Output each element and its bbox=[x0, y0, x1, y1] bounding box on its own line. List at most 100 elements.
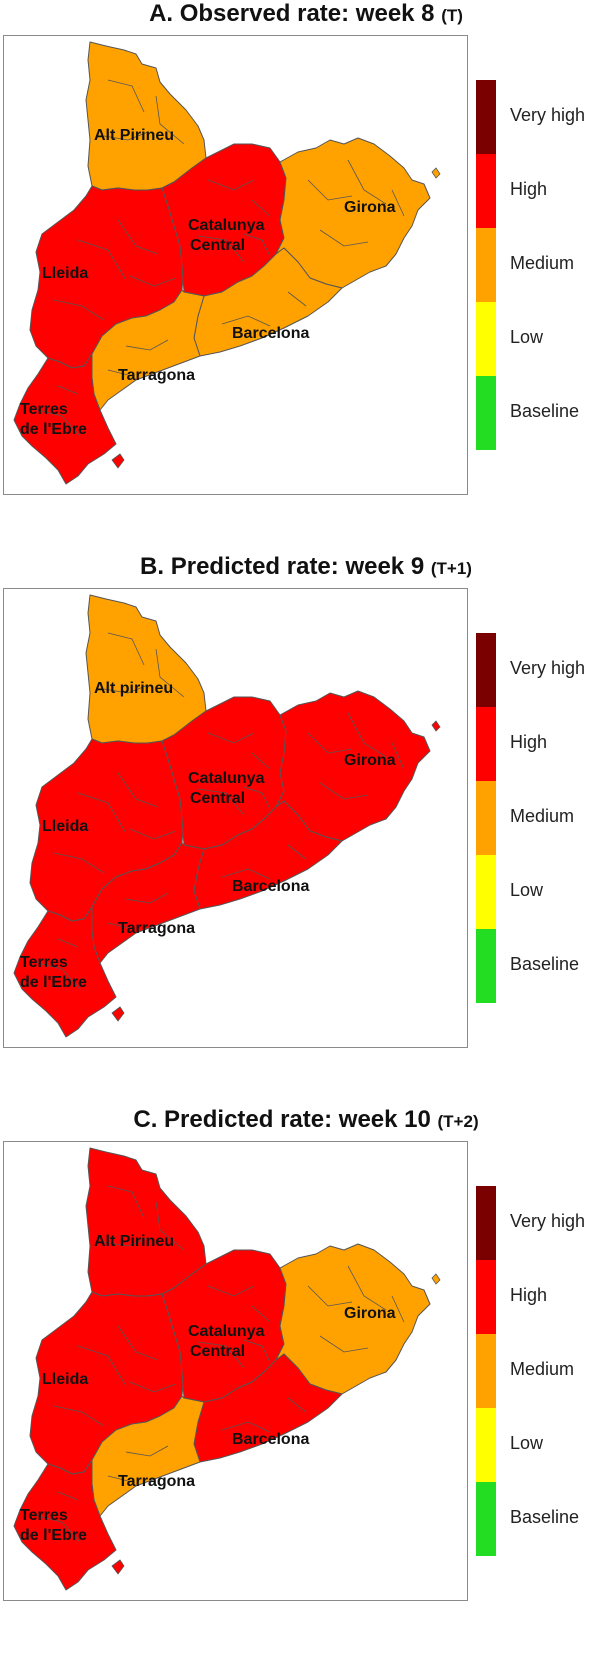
comarca-border bbox=[319, 1335, 369, 1353]
comarca-border bbox=[107, 1185, 145, 1219]
comarca-border bbox=[197, 1341, 245, 1369]
comarca-border bbox=[155, 648, 185, 698]
region-label-alt-pirineu: Alt pirineu bbox=[94, 680, 173, 697]
legend-label-low: Low bbox=[510, 880, 544, 900]
comarca-border bbox=[53, 299, 105, 321]
panel-title-suffix: (T+1) bbox=[430, 559, 472, 578]
map-panel-c: C. Predicted rate: week 10 (T+2) Alt Pir… bbox=[0, 1106, 612, 1659]
region-barcelona bbox=[193, 1353, 343, 1463]
comarca-border bbox=[391, 1295, 405, 1323]
comarca-border bbox=[207, 732, 255, 744]
comarca-border bbox=[103, 684, 149, 694]
region-label-terres-de-l-ebre: de l'Ebre bbox=[20, 421, 87, 438]
legend-swatch-medium bbox=[476, 781, 496, 855]
legend-label-very-high: Very high bbox=[510, 1211, 586, 1231]
cape-islet bbox=[431, 720, 441, 732]
region-label-catalunya-central: Central bbox=[190, 1343, 245, 1360]
comarca-border bbox=[155, 1201, 185, 1251]
comarca-border bbox=[221, 315, 271, 327]
comarca-border bbox=[207, 179, 255, 191]
comarca-border bbox=[287, 844, 307, 860]
legend-color-bar bbox=[476, 1186, 496, 1556]
legend-swatch-low bbox=[476, 302, 496, 376]
region-label-tarragona: Tarragona bbox=[118, 1473, 195, 1490]
comarca-border bbox=[319, 782, 369, 800]
legend: Very high High Medium Low Baseline bbox=[476, 633, 612, 1003]
legend-label-baseline: Baseline bbox=[510, 401, 580, 421]
panel-title-text: A. Observed rate: week 8 bbox=[149, 0, 435, 27]
legend-swatch-high bbox=[476, 707, 496, 781]
region-girona bbox=[275, 1243, 431, 1395]
catalonia-map: Alt Pirineu Lleida Catalunya Central Girona B… bbox=[13, 41, 441, 485]
legend-label-low: Low bbox=[510, 1433, 544, 1453]
comarca-border bbox=[197, 788, 245, 816]
legend-label-baseline: Baseline bbox=[510, 1507, 580, 1527]
legend-label-high: High bbox=[510, 1285, 548, 1305]
region-label-girona: Girona bbox=[344, 752, 396, 769]
panel-title: A. Observed rate: week 8 (T) bbox=[0, 0, 612, 28]
region-alt-pirineu bbox=[85, 594, 207, 744]
comarca-border bbox=[103, 1237, 149, 1247]
map-frame: Alt Pirineu Lleida Catalunya Central Girona B… bbox=[3, 35, 468, 495]
comarca-border bbox=[107, 922, 133, 930]
catalonia-map: Alt Pirineu Lleida Catalunya Central Girona B… bbox=[13, 1147, 441, 1591]
legend-swatch-very-high bbox=[476, 1186, 496, 1260]
legend-color-bar bbox=[476, 633, 496, 1003]
comarca-border bbox=[117, 1325, 159, 1361]
region-label-catalunya-central: Catalunya bbox=[188, 217, 265, 234]
delta-islet bbox=[111, 453, 125, 469]
comarca-border bbox=[125, 339, 169, 351]
legend-label-high: High bbox=[510, 179, 548, 199]
comarca-border bbox=[251, 1305, 271, 1323]
region-label-lleida: Lleida bbox=[42, 818, 88, 835]
comarca-border bbox=[37, 962, 81, 990]
region-girona bbox=[275, 137, 431, 289]
comarca-border bbox=[391, 742, 405, 770]
comarca-border bbox=[197, 235, 245, 263]
comarca-border bbox=[287, 1397, 307, 1413]
comarca-border bbox=[107, 1475, 133, 1483]
region-label-girona: Girona bbox=[344, 1305, 396, 1322]
legend: Very high High Medium Low Baseline bbox=[476, 80, 612, 450]
region-label-terres-de-l-ebre: de l'Ebre bbox=[20, 974, 87, 991]
panel-title: C. Predicted rate: week 10 (T+2) bbox=[0, 1106, 612, 1134]
comarca-border bbox=[37, 409, 81, 437]
comarca-border bbox=[251, 199, 271, 217]
comarca-border bbox=[77, 792, 127, 834]
cape-islet bbox=[431, 167, 441, 179]
comarca-border bbox=[125, 1445, 169, 1457]
comarca-border bbox=[347, 1265, 387, 1311]
comarca-border bbox=[77, 1345, 127, 1387]
map-frame: Alt Pirineu Lleida Catalunya Central Girona B… bbox=[3, 1141, 468, 1601]
legend-swatch-medium bbox=[476, 228, 496, 302]
comarca-border bbox=[307, 1285, 353, 1307]
delta-islet bbox=[111, 1559, 125, 1575]
panel-title-suffix: (T) bbox=[441, 6, 463, 25]
legend-swatch-very-high bbox=[476, 80, 496, 154]
region-label-catalunya-central: Central bbox=[190, 790, 245, 807]
legend-label-medium: Medium bbox=[510, 1359, 575, 1379]
comarca-border bbox=[221, 868, 271, 880]
comarca-border bbox=[57, 938, 79, 948]
panel-title-suffix: (T+2) bbox=[437, 1112, 479, 1131]
comarca-border bbox=[221, 1421, 271, 1433]
comarca-border bbox=[129, 828, 177, 840]
comarca-border bbox=[287, 291, 307, 307]
comarca-border bbox=[129, 275, 177, 287]
region-alt-pirineu bbox=[85, 1147, 207, 1297]
region-label-barcelona: Barcelona bbox=[232, 1431, 309, 1448]
region-label-catalunya-central: Catalunya bbox=[188, 1323, 265, 1340]
comarca-border bbox=[107, 632, 145, 666]
cape-islet bbox=[431, 1273, 441, 1285]
region-label-terres-de-l-ebre: Terres bbox=[20, 401, 68, 418]
region-barcelona bbox=[193, 800, 343, 910]
region-label-catalunya-central: Catalunya bbox=[188, 770, 265, 787]
legend-color-bar bbox=[476, 80, 496, 450]
comarca-border bbox=[347, 712, 387, 758]
comarca-border bbox=[77, 239, 127, 281]
region-label-tarragona: Tarragona bbox=[118, 367, 195, 384]
legend-swatch-low bbox=[476, 855, 496, 929]
comarca-border bbox=[251, 752, 271, 770]
legend: Very high High Medium Low Baseline bbox=[476, 1186, 612, 1556]
panel-title: B. Predicted rate: week 9 (T+1) bbox=[0, 553, 612, 581]
